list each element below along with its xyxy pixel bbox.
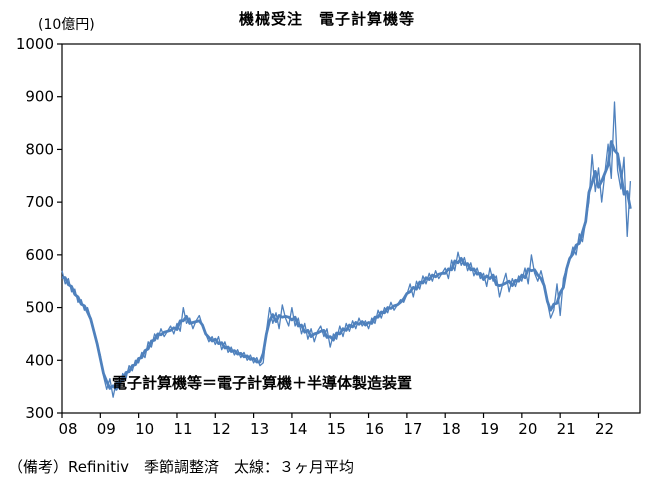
y-tick-label: 500 — [25, 299, 54, 317]
x-tick-label: 22 — [595, 420, 614, 438]
y-tick-label: 900 — [25, 88, 54, 106]
x-tick-label: 16 — [365, 420, 384, 438]
in-chart-annotation: 電子計算機等＝電子計算機＋半導体製造装置 — [112, 374, 413, 392]
x-tick-label: 09 — [97, 420, 116, 438]
monthly-series-line — [61, 101, 632, 398]
y-axis-unit-label: (10億円) — [38, 17, 95, 33]
x-tick-label: 15 — [327, 420, 346, 438]
x-tick-label: 11 — [173, 420, 192, 438]
x-tick-label: 10 — [135, 420, 154, 438]
x-tick-label: 12 — [212, 420, 231, 438]
source-note: （備考）Refinitiv 季節調整済 太線：３ヶ月平均 — [8, 458, 355, 476]
x-tick-label: 17 — [403, 420, 422, 438]
y-tick-label: 700 — [25, 193, 54, 211]
x-tick-label: 20 — [518, 420, 537, 438]
y-tick-label: 800 — [25, 140, 54, 158]
chart-title: 機械受注 電子計算機等 — [238, 10, 415, 28]
three-month-average-line — [61, 140, 632, 391]
y-tick-label: 400 — [25, 351, 54, 369]
x-tick-label: 19 — [480, 420, 499, 438]
x-tick-label: 08 — [58, 420, 77, 438]
y-tick-label: 300 — [25, 404, 54, 422]
x-tick-label: 18 — [442, 420, 461, 438]
y-tick-label: 1000 — [16, 35, 54, 53]
x-tick-label: 14 — [288, 420, 307, 438]
x-tick-label: 13 — [250, 420, 269, 438]
plot-border — [61, 43, 641, 414]
x-tick-label: 21 — [557, 420, 576, 438]
y-tick-label: 600 — [25, 246, 54, 264]
